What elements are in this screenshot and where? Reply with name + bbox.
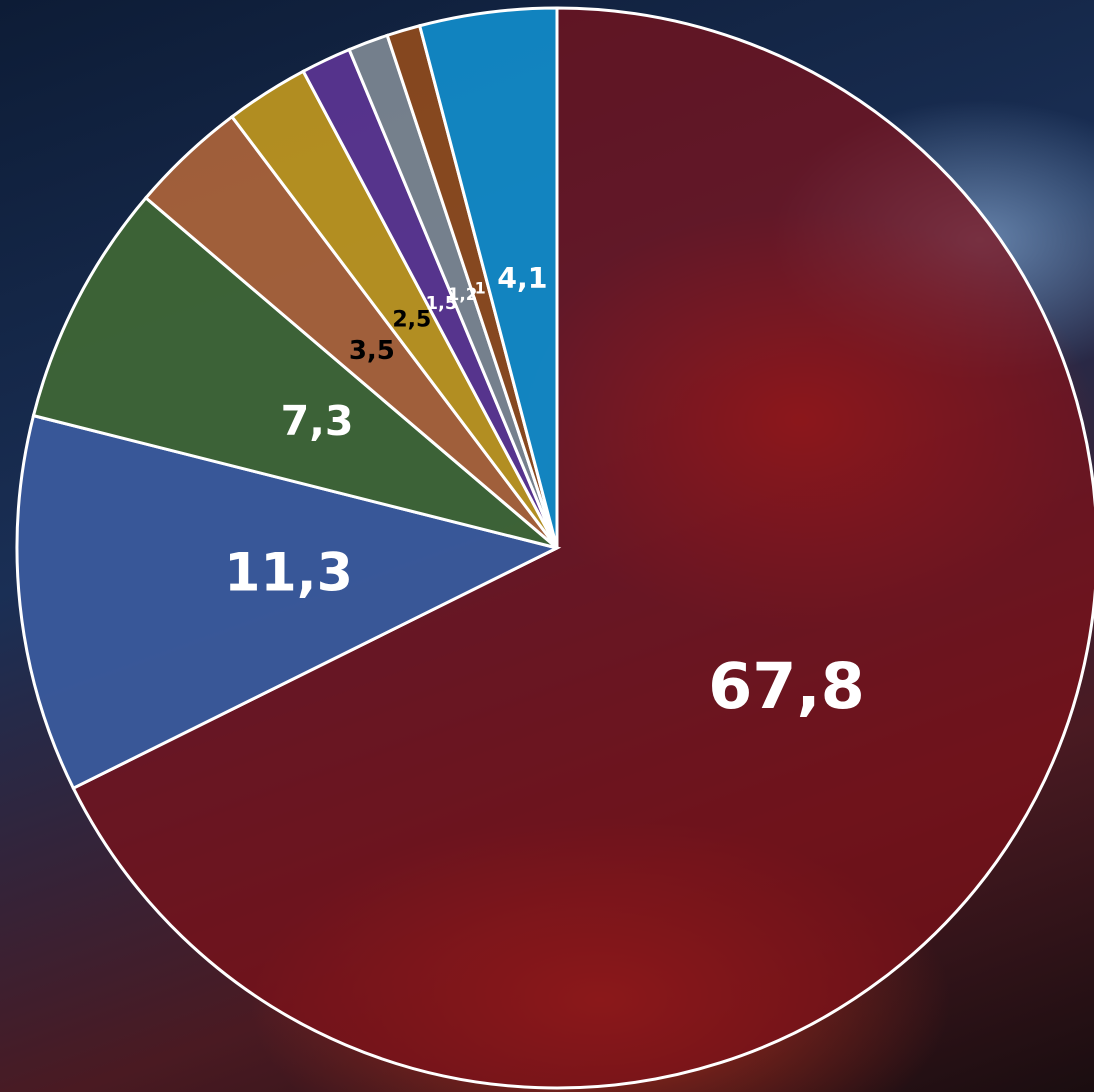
data-label: 4,1 (497, 262, 547, 295)
data-label: 2,5 (392, 307, 431, 332)
data-label: 1,2 (448, 284, 478, 304)
pie-slice (31, 195, 558, 550)
data-label: 11,3 (224, 543, 353, 604)
pie-slice (417, 6, 559, 549)
data-label: 3,5 (349, 336, 395, 366)
data-label: 1 (475, 279, 486, 298)
data-label: 67,8 (708, 649, 865, 723)
pie-slice (15, 413, 562, 791)
data-label: 1,5 (426, 293, 458, 314)
data-label: 7,3 (281, 397, 354, 445)
pie-slice (71, 6, 1094, 1090)
